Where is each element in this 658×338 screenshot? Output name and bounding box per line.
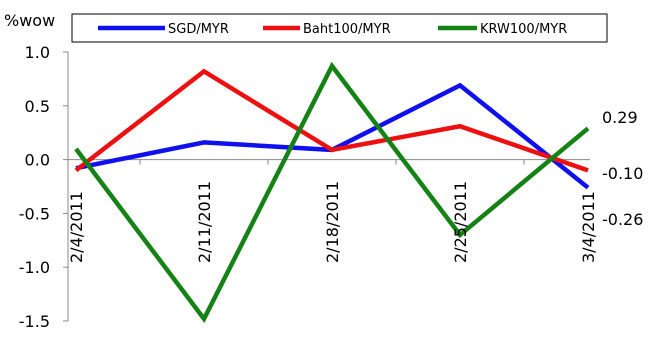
y-tick-label: -0.5 [19, 204, 50, 223]
y-tick-label: 0.0 [25, 151, 50, 170]
legend: SGD/MYR Baht100/MYR KRW100/MYR [71, 13, 608, 43]
end-value-label: 0.29 [602, 108, 638, 127]
x-tick-label: 2/11/2011 [195, 181, 214, 263]
y-tick-label: -1.5 [19, 312, 50, 331]
x-tick-label: 2/25/2011 [451, 181, 470, 263]
x-tick-label: 3/4/2011 [579, 191, 598, 263]
legend-label: SGD/MYR [168, 22, 229, 37]
x-tick-label: 2/4/2011 [67, 191, 86, 263]
y-tick-label: -1.0 [19, 258, 50, 277]
legend-label: KRW100/MYR [480, 22, 567, 37]
series-line [74, 68, 589, 173]
x-tick-label: 2/18/2011 [323, 181, 342, 263]
labels: 1.0 0.5 0.0 -0.5 -1.0 -1.5 %wow 2/4/2011 2/11/20… [4, 11, 643, 331]
y-tick-label: 0.5 [25, 97, 50, 116]
series-line [75, 82, 590, 190]
y-axis-title: %wow [4, 11, 55, 30]
end-value-label: -0.26 [602, 210, 643, 229]
y-tick-label: 1.0 [25, 43, 50, 62]
axes [63, 51, 590, 322]
series-lines [74, 61, 590, 324]
end-value-label: -0.10 [602, 164, 643, 183]
legend-label: Baht100/MYR [303, 22, 391, 37]
series-line [74, 61, 590, 324]
